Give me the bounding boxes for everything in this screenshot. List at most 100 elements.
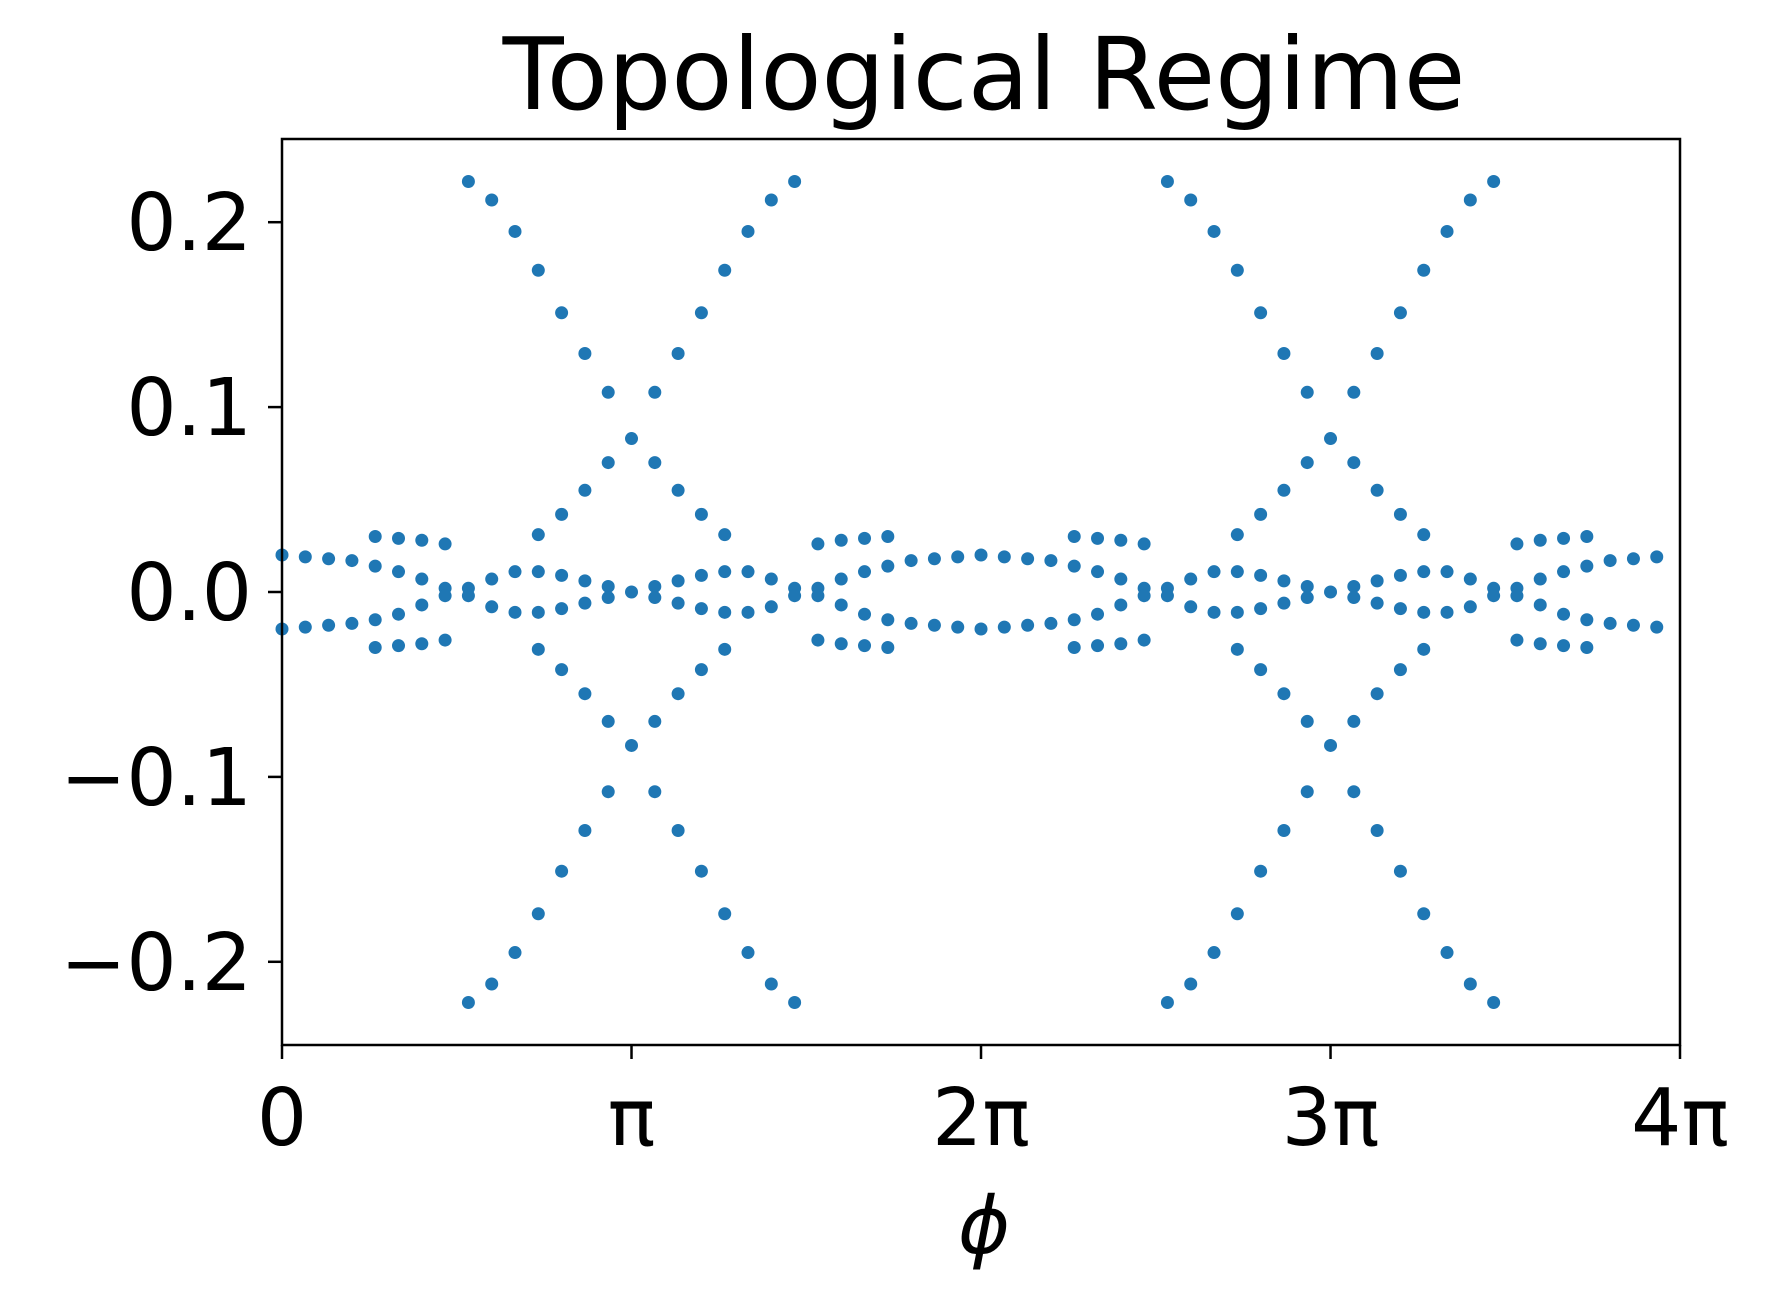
- data-point: [322, 552, 336, 566]
- data-point: [1067, 559, 1081, 573]
- data-point: [881, 530, 895, 544]
- data-point: [811, 589, 825, 603]
- data-point: [1440, 224, 1454, 238]
- data-point: [1230, 605, 1244, 619]
- data-point: [1417, 907, 1431, 921]
- data-point: [438, 589, 452, 603]
- data-point: [694, 602, 708, 616]
- data-point: [881, 559, 895, 573]
- data-point: [1417, 263, 1431, 277]
- plot-frame: [280, 137, 1682, 1047]
- data-point: [927, 618, 941, 632]
- data-point: [1230, 528, 1244, 542]
- data-point: [648, 591, 662, 605]
- data-point: [741, 565, 755, 579]
- data-point: [555, 663, 569, 677]
- data-point: [1207, 946, 1221, 960]
- data-point: [718, 528, 732, 542]
- data-point: [1230, 263, 1244, 277]
- data-point: [1347, 579, 1361, 593]
- data-point: [415, 598, 429, 612]
- data-point: [1277, 687, 1291, 701]
- data-point: [694, 507, 708, 521]
- data-point: [1184, 572, 1198, 586]
- data-point: [438, 633, 452, 647]
- data-point: [881, 640, 895, 654]
- data-point: [1417, 605, 1431, 619]
- data-point: [1393, 663, 1407, 677]
- x-tick-label: π: [608, 1072, 656, 1164]
- data-point: [1067, 640, 1081, 654]
- data-point: [1487, 589, 1501, 603]
- y-tick-label: 0.2: [126, 177, 252, 269]
- data-point: [671, 687, 685, 701]
- data-point: [1580, 640, 1594, 654]
- data-point: [1300, 456, 1314, 470]
- data-point: [648, 385, 662, 399]
- data-point: [1347, 785, 1361, 799]
- y-tick-label: 0.1: [126, 362, 252, 454]
- data-point: [718, 605, 732, 619]
- data-point: [1557, 639, 1571, 653]
- data-point: [485, 193, 499, 207]
- data-point: [788, 175, 802, 189]
- data-point: [1230, 565, 1244, 579]
- data-point: [974, 622, 988, 636]
- data-point: [415, 637, 429, 651]
- data-point: [1580, 613, 1594, 627]
- data-point: [1254, 568, 1268, 582]
- data-point: [1114, 598, 1128, 612]
- data-point: [1347, 385, 1361, 399]
- data-point: [1417, 565, 1431, 579]
- data-point: [625, 432, 639, 446]
- data-point: [1533, 598, 1547, 612]
- data-point: [1137, 633, 1151, 647]
- data-point: [1230, 642, 1244, 656]
- data-point: [764, 193, 778, 207]
- data-point: [1277, 596, 1291, 610]
- data-point: [1440, 605, 1454, 619]
- data-point: [368, 559, 382, 573]
- data-point: [415, 533, 429, 547]
- data-point: [1347, 456, 1361, 470]
- data-point: [834, 572, 848, 586]
- data-point: [834, 533, 848, 547]
- data-point: [811, 537, 825, 551]
- data-point: [1044, 554, 1058, 568]
- data-point: [997, 620, 1011, 634]
- data-point: [764, 977, 778, 991]
- data-point: [298, 550, 312, 564]
- data-point: [671, 824, 685, 838]
- data-point: [718, 642, 732, 656]
- data-point: [555, 507, 569, 521]
- data-point: [671, 483, 685, 497]
- data-point: [1137, 589, 1151, 603]
- data-point: [438, 537, 452, 551]
- data-point: [858, 639, 872, 653]
- data-point: [1091, 565, 1105, 579]
- data-point: [555, 864, 569, 878]
- y-axis: 0.2 0.1 0.0 −0.1 −0.2: [60, 177, 282, 1009]
- data-point: [834, 598, 848, 612]
- data-point: [904, 616, 918, 630]
- data-point: [881, 613, 895, 627]
- data-point: [1277, 346, 1291, 360]
- data-point: [1207, 565, 1221, 579]
- data-point: [1463, 977, 1477, 991]
- data-point: [997, 550, 1011, 564]
- x-axis-label: ϕ: [958, 1180, 1010, 1272]
- data-point: [974, 548, 988, 562]
- data-point: [1160, 175, 1174, 189]
- data-point: [601, 385, 615, 399]
- data-point: [1393, 568, 1407, 582]
- data-point: [368, 640, 382, 654]
- data-point: [578, 687, 592, 701]
- data-point: [555, 602, 569, 616]
- data-point: [927, 552, 941, 566]
- data-point: [485, 572, 499, 586]
- data-point: [1510, 589, 1524, 603]
- data-point: [625, 738, 639, 752]
- data-point: [508, 605, 522, 619]
- data-point: [1557, 607, 1571, 621]
- data-point: [788, 995, 802, 1009]
